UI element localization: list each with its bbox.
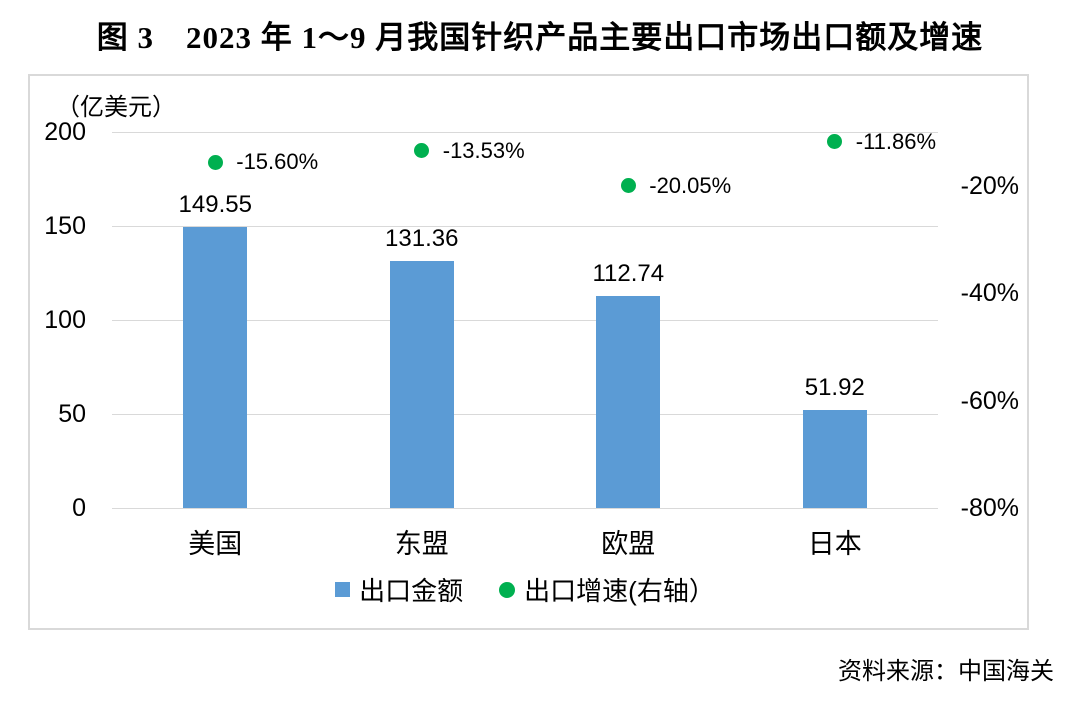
left-axis-tick: 200	[44, 118, 86, 146]
right-axis-tick: -80%	[960, 494, 1019, 522]
bar-欧盟	[596, 296, 661, 508]
left-axis-unit-label: （亿美元）	[56, 94, 176, 121]
chart-area: （亿美元） 出口金额 出口增速(右轴） 200 150 100 50 0 -20% -40%…	[28, 74, 1029, 630]
growth-value-label: -20.05%	[649, 172, 732, 198]
legend-label-export-value: 出口金额	[359, 576, 464, 606]
growth-marker-日本	[827, 134, 843, 150]
growth-value-label: -11.86%	[855, 128, 937, 154]
growth-marker-美国	[207, 154, 223, 170]
category-label-欧盟: 欧盟	[601, 529, 656, 559]
left-axis-tick: 50	[58, 400, 86, 428]
left-axis-tick: 0	[72, 494, 86, 522]
right-axis-tick: -60%	[960, 386, 1019, 415]
bar-series-swatch-icon	[335, 582, 351, 597]
gridline	[112, 226, 938, 227]
bar-value-label: 112.74	[592, 260, 665, 288]
growth-value-label: -13.53%	[442, 137, 525, 163]
category-label-日本: 日本	[807, 529, 862, 559]
growth-marker-东盟	[414, 143, 430, 159]
bar-日本	[802, 410, 867, 508]
gridline	[112, 132, 938, 133]
source-note: 资料来源：中国海关	[838, 658, 1054, 685]
growth-marker-欧盟	[620, 178, 636, 194]
growth-value-label: -15.60%	[236, 149, 319, 175]
legend: 出口金额 出口增速(右轴）	[112, 571, 938, 608]
legend-item-export-growth: 出口增速(右轴）	[499, 571, 715, 608]
left-axis-tick: 150	[44, 212, 86, 240]
bar-value-label: 51.92	[804, 374, 865, 402]
bar-value-label: 149.55	[178, 190, 252, 218]
gridline	[112, 414, 938, 415]
chart-title: 图 3 2023 年 1～9 月我国针织产品主要出口市场出口额及增速	[96, 20, 984, 55]
category-label-美国: 美国	[188, 529, 243, 559]
legend-label-export-growth: 出口增速(右轴）	[524, 576, 715, 606]
right-axis-tick: -20%	[960, 171, 1019, 200]
gridline	[112, 320, 938, 321]
scatter-series-dot-icon	[499, 581, 516, 598]
bar-东盟	[389, 261, 454, 508]
left-axis-tick: 100	[44, 306, 86, 334]
right-axis-tick: -40%	[960, 279, 1019, 308]
bar-美国	[183, 226, 248, 508]
legend-item-export-value: 出口金额	[335, 571, 463, 608]
category-label-东盟: 东盟	[394, 529, 449, 559]
bar-value-label: 131.36	[385, 225, 459, 253]
gridline	[112, 508, 938, 509]
